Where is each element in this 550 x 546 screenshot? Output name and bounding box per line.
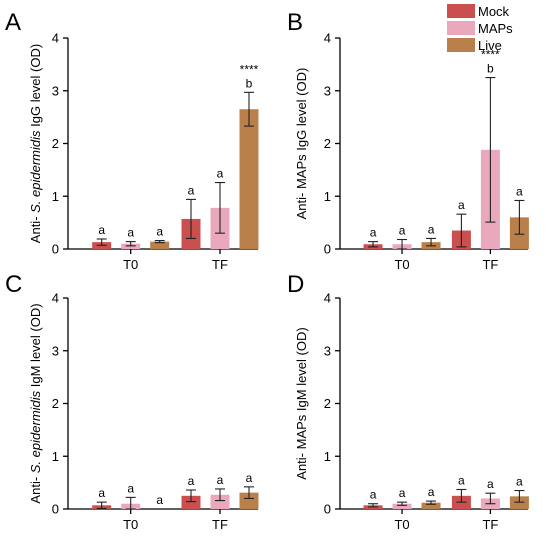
y-axis-title: Anti- MAPs IgM level (OD) (294, 327, 309, 479)
y-tick-label: 1 (324, 189, 331, 204)
data-label: a (246, 471, 253, 485)
panel-B: B 0 1 2 3 4 Anti- MAPs IgG level (OD) T0 a a a TF a b… (287, 9, 529, 272)
data-label: a (370, 226, 377, 240)
y-tick-label: 1 (324, 449, 331, 464)
x-tick-label: T0 (394, 257, 409, 272)
y-tick-label: 0 (324, 502, 331, 517)
y-axis-title-part: IgG level (OD) (28, 44, 43, 131)
data-label: a (458, 473, 465, 487)
y-axis-title-part: Anti- (28, 473, 43, 503)
legend-label: MAPs (478, 21, 513, 36)
legend-label: Live (478, 38, 502, 53)
bar (421, 502, 441, 509)
legend-label: Mock (478, 4, 510, 19)
data-label: a (399, 224, 406, 238)
panel-letter: D (287, 271, 304, 298)
y-tick-label: 4 (324, 31, 331, 46)
y-axis-title: Anti- S. epidermidis IgG level (OD) (28, 44, 43, 243)
y-tick-label: 4 (52, 291, 59, 306)
panel-A: A 0 1 2 3 4 Anti- S. epidermidis IgG level (OD… (5, 9, 259, 272)
bar (210, 494, 230, 509)
x-tick-label: TF (212, 517, 228, 532)
y-axis-title-italic: S. epidermidis (28, 130, 43, 213)
data-label: a (428, 485, 435, 499)
panel-D: D 0 1 2 3 4 Anti- MAPs IgM level (OD) T0 a a a TF a a… (287, 271, 529, 532)
y-tick-label: 3 (52, 83, 59, 98)
y-tick-label: 1 (52, 189, 59, 204)
y-tick-label: 0 (52, 242, 59, 257)
significance-label: **** (481, 48, 500, 62)
y-tick-label: 4 (52, 31, 59, 46)
y-tick-label: 3 (52, 343, 59, 358)
y-axis-title-part: Anti- (28, 213, 43, 243)
data-label: b (487, 62, 494, 76)
legend-swatch (447, 21, 475, 35)
x-tick-label: T0 (394, 517, 409, 532)
y-axis-title-part: Anti- MAPs IgM level (OD) (294, 327, 309, 479)
y-axis-title-italic: S. epidermidis (28, 390, 43, 473)
legend-swatch (447, 4, 475, 18)
bar (239, 109, 259, 250)
data-label: a (98, 223, 105, 237)
x-tick-label: T0 (123, 517, 138, 532)
bar (392, 503, 412, 509)
data-label: a (127, 481, 134, 495)
panel-C: C 0 1 2 3 4 Anti- S. epidermidis IgM level (OD… (5, 271, 259, 532)
x-tick-label: TF (482, 257, 498, 272)
bar (150, 241, 170, 249)
data-label: a (516, 475, 523, 489)
data-label: a (188, 474, 195, 488)
y-tick-label: 1 (52, 449, 59, 464)
x-tick-label: TF (482, 517, 498, 532)
data-label: a (156, 493, 163, 507)
panel-letter: B (287, 9, 303, 36)
panel-letter: A (5, 9, 21, 36)
data-label: a (127, 226, 134, 240)
y-tick-label: 2 (52, 136, 59, 151)
y-tick-label: 2 (324, 396, 331, 411)
data-label: a (217, 167, 224, 181)
y-axis-title: Anti- MAPs IgG level (OD) (294, 68, 309, 220)
y-tick-label: 3 (324, 83, 331, 98)
bar (239, 492, 259, 509)
data-label: a (188, 183, 195, 197)
legend: Mock MAPs Live (447, 4, 513, 53)
y-axis-title: Anti- S. epidermidis IgM level (OD) (28, 303, 43, 503)
data-label: a (458, 198, 465, 212)
x-tick-label: TF (212, 257, 228, 272)
data-label: a (487, 477, 494, 491)
legend-swatch (447, 38, 475, 52)
data-label: a (399, 486, 406, 500)
y-axis-title-part: IgM level (OD) (28, 303, 43, 390)
y-tick-label: 4 (324, 291, 331, 306)
data-label: a (428, 222, 435, 236)
data-label: a (156, 225, 163, 239)
data-label: a (217, 473, 224, 487)
y-tick-label: 2 (52, 396, 59, 411)
significance-label: **** (240, 62, 259, 76)
bar (181, 495, 201, 509)
panel-letter: C (5, 271, 22, 298)
y-tick-label: 0 (324, 242, 331, 257)
y-tick-label: 0 (52, 502, 59, 517)
data-label: a (98, 486, 105, 500)
x-tick-label: T0 (123, 257, 138, 272)
data-label: a (370, 488, 377, 502)
data-label: a (516, 184, 523, 198)
data-label: b (246, 76, 253, 90)
y-tick-label: 3 (324, 343, 331, 358)
y-tick-label: 2 (324, 136, 331, 151)
y-axis-title-part: Anti- MAPs IgG level (OD) (294, 68, 309, 220)
